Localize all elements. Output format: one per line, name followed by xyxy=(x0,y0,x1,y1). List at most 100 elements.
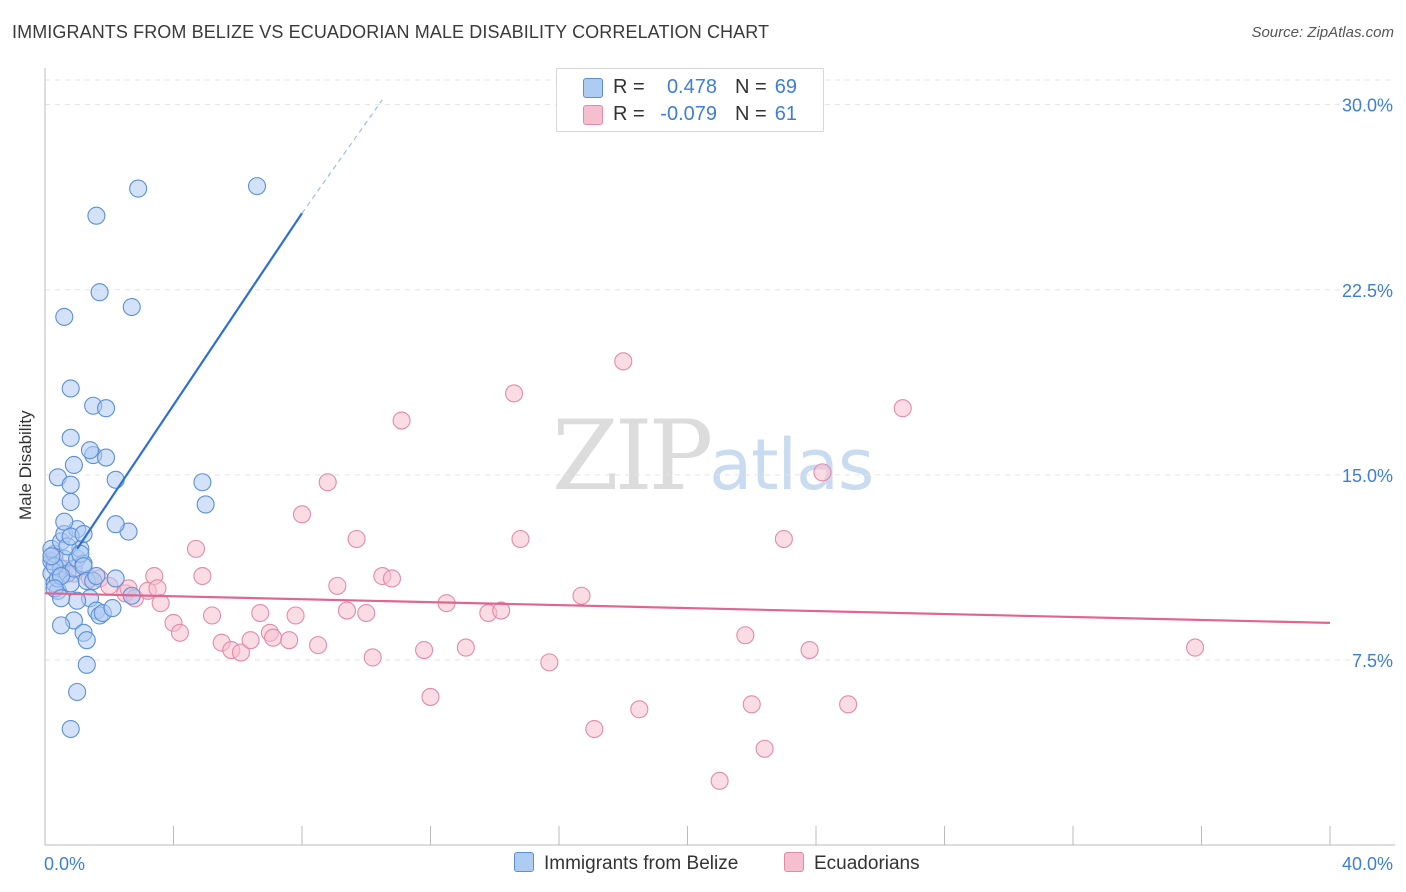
data-point xyxy=(87,566,106,586)
data-point xyxy=(52,616,71,635)
data-point xyxy=(421,687,440,706)
data-point xyxy=(64,455,83,475)
data-point xyxy=(122,297,141,317)
data-point xyxy=(363,648,382,667)
tick-labels: 7.5% 15.0% 22.5% 30.0% 0.0% 40.0% xyxy=(44,96,1393,874)
grid-lines xyxy=(45,79,1395,661)
data-point xyxy=(286,606,305,625)
data-point xyxy=(247,177,267,196)
trend-line-pink xyxy=(44,592,1331,625)
data-point xyxy=(415,640,434,660)
data-point xyxy=(77,631,96,650)
correlation-legend: R = 0.478 N = 69 R = -0.079 N = 61 xyxy=(556,68,824,132)
data-point xyxy=(61,379,80,398)
legend-r-label-2: R = xyxy=(613,103,645,125)
data-point xyxy=(129,179,148,198)
data-point xyxy=(742,695,761,714)
data-point xyxy=(614,352,633,371)
data-point xyxy=(540,653,559,672)
data-point xyxy=(42,547,61,566)
data-point xyxy=(106,515,125,534)
bottom-legend-belize: Immigrants from Belize xyxy=(514,852,738,875)
data-point xyxy=(196,495,215,514)
data-point xyxy=(74,525,93,544)
data-point xyxy=(80,441,100,460)
y-axis-label: Male Disability xyxy=(16,410,35,520)
legend-swatch-blue xyxy=(583,78,603,98)
data-point xyxy=(241,631,260,650)
data-point xyxy=(264,628,283,647)
legend-n-value-ecuadorians: 61 xyxy=(774,103,797,125)
legend-n-label: N = xyxy=(735,76,767,98)
data-point xyxy=(103,599,122,618)
data-point xyxy=(328,576,347,595)
data-point xyxy=(774,529,793,549)
data-point xyxy=(280,631,299,650)
data-point xyxy=(61,428,80,447)
data-point xyxy=(813,463,832,482)
data-point xyxy=(337,601,357,620)
data-point xyxy=(357,603,376,623)
watermark-zip: ZIP xyxy=(552,400,713,512)
series-belize-points xyxy=(42,177,267,739)
data-point xyxy=(800,640,819,660)
data-point xyxy=(61,492,80,512)
data-point xyxy=(55,307,74,326)
data-point xyxy=(893,399,912,418)
data-point xyxy=(231,643,251,662)
data-point xyxy=(755,739,774,758)
data-point xyxy=(710,771,729,790)
data-point xyxy=(572,586,591,605)
x-tick-label-end: 40.0% xyxy=(1342,854,1393,874)
data-point xyxy=(61,475,80,494)
series-ecuadorians-points xyxy=(45,352,1205,790)
bottom-legend-ecuadorians: Ecuadorians xyxy=(784,852,920,875)
data-point xyxy=(292,505,312,524)
watermark-atlas: atlas xyxy=(709,424,874,506)
data-point xyxy=(193,473,212,492)
data-point xyxy=(170,623,189,642)
data-point xyxy=(52,589,71,608)
x-tick-label-start: 0.0% xyxy=(44,854,85,874)
data-point xyxy=(90,283,109,302)
data-point xyxy=(193,566,212,586)
legend-row-belize: R = 0.478 N = 69 xyxy=(557,73,823,101)
data-point xyxy=(251,603,270,623)
data-point xyxy=(106,470,125,489)
axes xyxy=(44,68,1395,846)
trend-lines xyxy=(44,99,1331,625)
bottom-legend-swatch-blue xyxy=(514,852,534,872)
data-point xyxy=(151,594,170,613)
data-point xyxy=(511,529,530,549)
legend-n-label-2: N = xyxy=(735,103,767,125)
bottom-legend-label-ecuadorians: Ecuadorians xyxy=(814,853,920,874)
data-point xyxy=(87,206,106,225)
data-point xyxy=(77,655,96,674)
data-point xyxy=(96,448,116,467)
watermark: ZIPatlas xyxy=(552,400,874,512)
data-point xyxy=(106,569,125,588)
y-tick-label: 22.5% xyxy=(1342,281,1393,301)
trend-line-blue xyxy=(76,212,303,550)
data-point xyxy=(61,719,80,739)
data-point xyxy=(96,399,116,418)
y-tick-label: 7.5% xyxy=(1352,651,1393,671)
data-point xyxy=(504,384,524,403)
y-tick-label: 30.0% xyxy=(1342,96,1393,116)
data-point xyxy=(1186,638,1205,657)
data-point xyxy=(456,638,475,657)
bottom-legend-swatch-pink xyxy=(784,852,804,872)
legend-r-value-belize: 0.478 xyxy=(666,76,717,98)
data-point xyxy=(203,606,222,625)
data-point xyxy=(318,473,337,492)
data-point xyxy=(148,579,167,598)
data-point xyxy=(630,700,649,719)
trend-extension-blue xyxy=(301,99,383,214)
legend-n-value-belize: 69 xyxy=(774,76,797,98)
bottom-legend-label-belize: Immigrants from Belize xyxy=(544,853,739,874)
legend-row-ecuadorians: R = -0.079 N = 61 xyxy=(557,100,823,128)
data-point xyxy=(309,636,328,655)
data-point xyxy=(839,695,858,714)
y-tick-label: 15.0% xyxy=(1342,466,1393,486)
